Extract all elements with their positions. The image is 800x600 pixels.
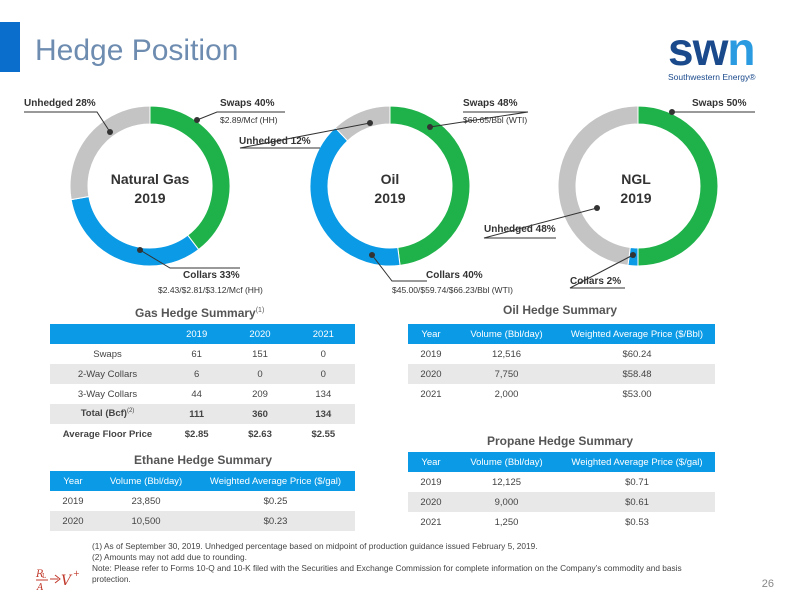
gas-hedge-table: 2019 2020 2021 Swaps 61 151 0 2-Way Coll… [50,324,355,444]
gas-unhedged-slice [69,105,151,201]
gas-collars-sub: $2.43/$2.81/$3.12/Mcf (HH) [158,285,263,295]
oil-center-label: Oil 2019 [374,171,406,206]
leader-line [371,254,427,282]
svg-text:+: + [73,569,80,578]
oil-unhedged-label: Unhedged 12% [239,136,311,147]
column-header: Year [408,452,454,472]
ethane-hedge-table: Year Volume (Bbl/day) Weighted Average P… [50,471,355,531]
column-header: Volume (Bbl/day) [96,471,196,491]
donut-chart-svg [24,105,755,289]
accent-bar [0,22,20,72]
leader-dot [427,124,433,130]
svg-text:L: L [42,573,46,580]
column-header: Weighted Average Price ($/Bbl) [559,324,715,344]
leader-dot [107,129,113,135]
svg-text:R: R [35,569,44,580]
oil-collars-sub: $45.00/$59.74/$66.23/Bbl (WTI) [392,285,513,295]
table-row: 2019 12,125 $0.71 [420,476,649,488]
gas-swaps-sub: $2.89/Mcf (HH) [220,115,278,125]
table-row: 2019 23,850 $0.25 [62,495,288,507]
oil-table-title: Oil Hedge Summary [503,303,618,317]
column-header: Volume (Bbl/day) [454,324,559,344]
page-title: Hedge Position [35,34,239,67]
leader-line [483,207,598,239]
propane-table-title: Propane Hedge Summary [487,434,634,448]
column-header: Weighted Average Price ($/gal) [196,471,355,491]
ngl-unhedged-slice [557,105,639,266]
column-header: Volume (Bbl/day) [454,452,559,472]
column-header: Weighted Average Price ($/gal) [559,452,715,472]
oil-unhedged-slice [334,105,391,142]
table-header-row: 2019 2020 2021 [50,324,355,344]
logo-wordmark: swn [668,23,755,75]
leader-dot [194,117,200,123]
leader-line [24,111,111,133]
table-header-row: Year Volume (Bbl/day) Weighted Average P… [50,471,355,491]
logo-subtitle: Southwestern Energy® [668,72,756,82]
leader-line [139,249,240,269]
footnotes: (1) As of September 30, 2019. Unhedged p… [92,541,712,585]
table-row: 2019 12,516 $60.24 [420,348,652,360]
leader-line [239,122,371,149]
svg-text:V: V [61,573,73,589]
propane-hedge-table: Year Volume (Bbl/day) Weighted Average P… [408,452,715,532]
leader-line [196,111,285,121]
leader-line [569,254,634,289]
column-header: Year [50,471,96,491]
leader-dot [369,252,375,258]
leader-dot [669,109,675,115]
table-row: 3-Way Collars 44 209 134 [77,388,332,400]
page-number: 26 [761,578,774,590]
table-row: Swaps 61 151 0 [93,348,326,360]
gas-center-label: Natural Gas 2019 [110,171,190,206]
column-header: 2020 [228,324,292,344]
gas-table-title: Gas Hedge Summary(1) [135,306,265,320]
table-floor-row: Average Floor Price $2.85 $2.63 $2.55 [62,428,336,440]
leader-dot [367,120,373,126]
table-row: 2020 10,500 $0.23 [50,511,355,531]
table-row: 2020 9,000 $0.61 [408,492,715,512]
ngl-swaps-label: Swaps 50% [692,98,747,109]
gas-unhedged-label: Unhedged 28% [24,98,96,109]
footnote-1: (1) As of September 30, 2019. Unhedged p… [92,541,538,551]
ngl-unhedged-label: Unhedged 48% [484,224,556,235]
oil-swaps-label: Swaps 48% [463,98,518,109]
table-row: 2021 1,250 $0.53 [420,516,649,528]
table-total-row: Total (Bcf)(2) 111 360 134 [50,404,355,424]
leader-line [429,111,529,128]
donut-charts: Unhedged 28% Swaps 40% $2.89/Mcf (HH) Co… [0,90,800,300]
svg-text:A: A [36,583,44,593]
leader-dot [137,247,143,253]
column-header [50,324,165,344]
column-header: 2021 [291,324,355,344]
footnote-note: Note: Please refer to Forms 10-Q and 10-… [92,563,682,584]
leader-dot [630,252,636,258]
footnote-2: (2) Amounts may not add due to rounding. [92,552,247,562]
ethane-table-title: Ethane Hedge Summary [134,453,273,467]
table-row: 2021 2,000 $53.00 [420,388,652,400]
gas-swaps-label: Swaps 40% [220,98,275,109]
forward-looking-statement-icon: R L A V + [35,569,80,593]
column-header: Year [408,324,454,344]
oil-swaps-sub: $60.65/Bbl (WTI) [463,115,528,125]
table-header-row: Year Volume (Bbl/day) Weighted Average P… [408,324,715,344]
leader-dot [594,205,600,211]
table-row: 2-Way Collars 6 0 0 [50,364,355,384]
table-row: 2020 7,750 $58.48 [408,364,715,384]
table-header-row: Year Volume (Bbl/day) Weighted Average P… [408,452,715,472]
oil-hedge-table: Year Volume (Bbl/day) Weighted Average P… [408,324,715,404]
company-logo: swn Southwestern Energy® [668,23,778,84]
gas-collars-label: Collars 33% [183,270,240,281]
ngl-center-label: NGL 2019 [620,171,652,206]
column-header: 2019 [165,324,229,344]
ngl-collars-label: Collars 2% [570,276,622,287]
oil-collars-label: Collars 40% [426,270,483,281]
